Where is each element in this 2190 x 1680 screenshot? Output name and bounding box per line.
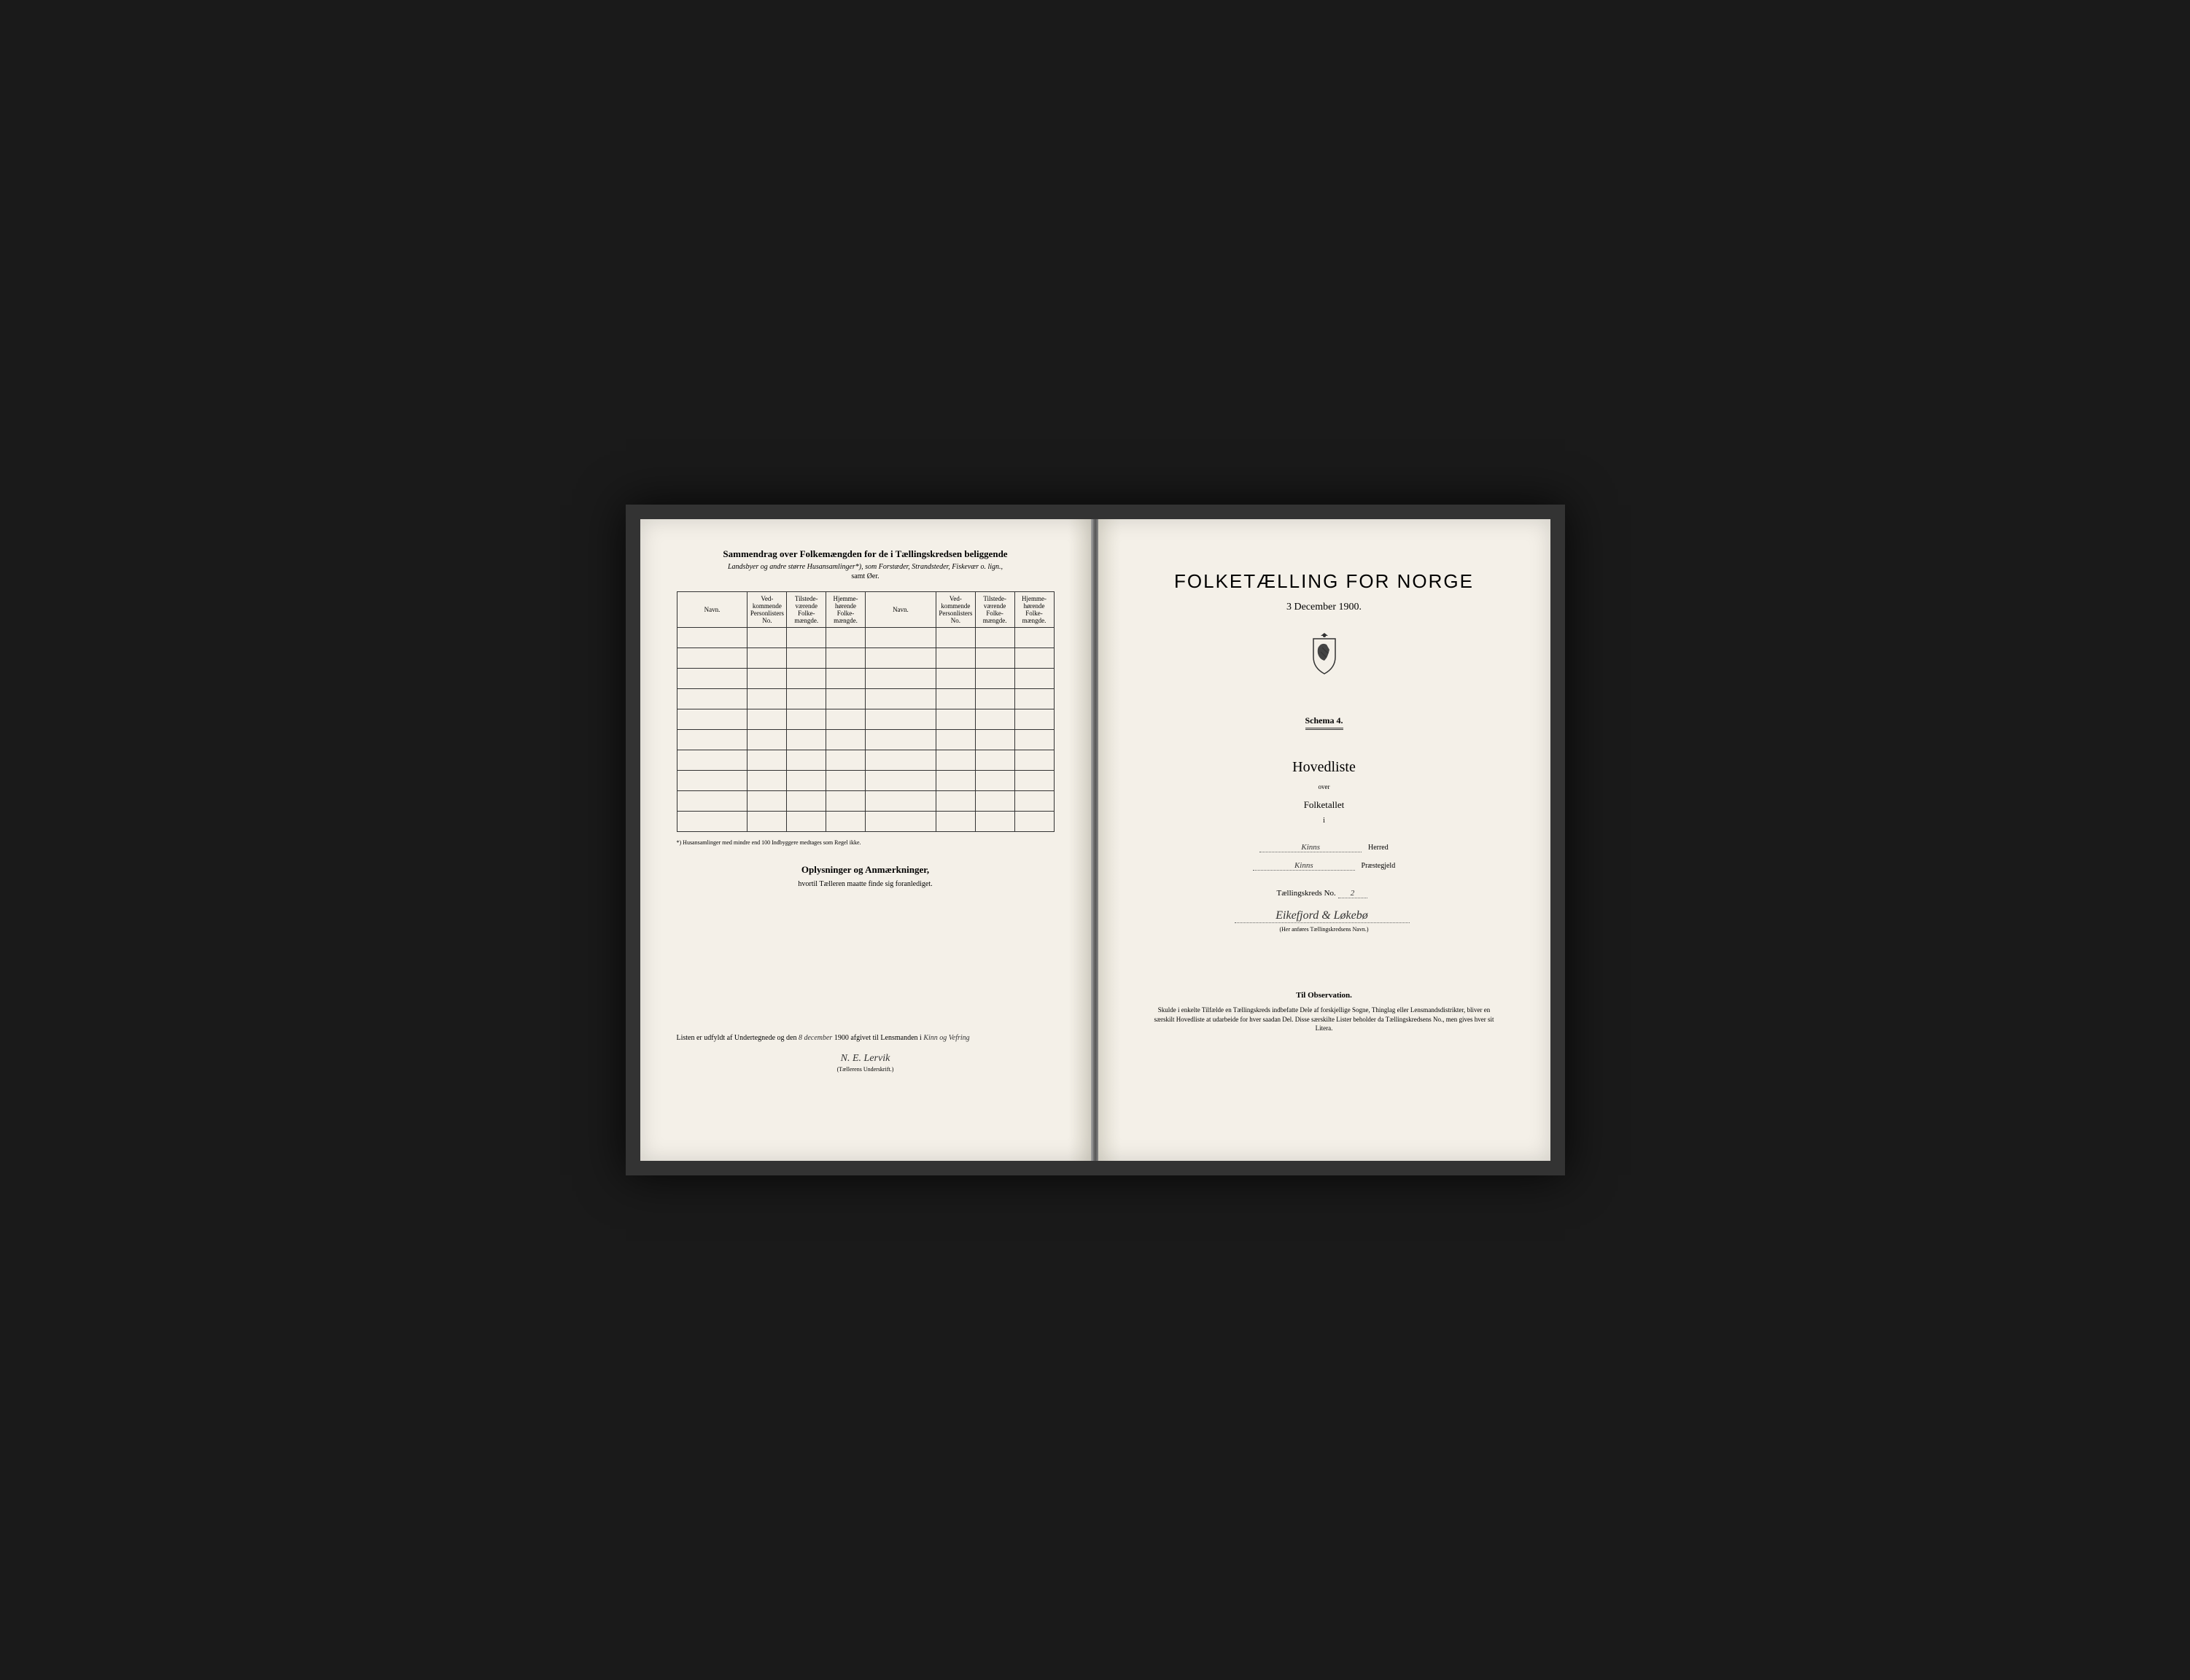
praestegjeld-label: Præstegjeld: [1362, 862, 1396, 870]
th-tilstede-2: Tilstede-værende Folke-mængde.: [975, 592, 1014, 628]
left-page-subtitle: Landsbyer og andre større Husansamlinger…: [677, 563, 1055, 571]
kreds-note: (Her anføres Tællingskredsens Navn.): [1135, 926, 1514, 933]
i-text: i: [1135, 817, 1514, 825]
signature-line: Listen er udfyldt af Undertegnede og den…: [677, 1034, 1055, 1042]
summary-table-body: [677, 628, 1054, 832]
table-footnote: *) Husansamlinger med mindre end 100 Ind…: [677, 839, 1055, 846]
th-hjemme-1: Hjemme-hørende Folke-mængde.: [826, 592, 866, 628]
book-spread: Sammendrag over Folkemængden for de i Tæ…: [626, 505, 1565, 1175]
sig-year: 1900 afgivet til Lensmanden i: [834, 1034, 922, 1042]
th-navn-2: Navn.: [865, 592, 936, 628]
oplysninger-title: Oplysninger og Anmærkninger,: [677, 864, 1055, 876]
observation-text: Skulde i enkelte Tilfælde en Tællingskre…: [1135, 1006, 1514, 1033]
herred-label: Herred: [1368, 844, 1389, 852]
th-tilstede-1: Tilstede-værende Folke-mængde.: [787, 592, 826, 628]
oplysninger-subtitle: hvortil Tælleren maatte finde sig foranl…: [677, 880, 1055, 888]
coat-of-arms-icon: [1135, 631, 1514, 679]
left-page: Sammendrag over Folkemængden for de i Tæ…: [640, 519, 1092, 1161]
kreds-no-value: 2: [1338, 889, 1367, 898]
summary-table: Navn. Ved-kommende Personlisters No. Til…: [677, 591, 1055, 832]
praestegjeld-value: Kinns: [1253, 861, 1355, 871]
herred-value: Kinns: [1259, 843, 1362, 852]
over-text: over: [1135, 783, 1514, 790]
th-vedkommende-1: Ved-kommende Personlisters No.: [748, 592, 787, 628]
observation-title: Til Observation.: [1135, 991, 1514, 1000]
signature-name: N. E. Lervik: [677, 1053, 1055, 1065]
folketallet-text: Folketallet: [1135, 799, 1514, 811]
herred-row: Kinns Herred: [1135, 843, 1514, 852]
schema-line: Schema 4.: [1305, 715, 1343, 730]
left-page-subtitle2: samt Øer.: [677, 572, 1055, 580]
date-line: 3 December 1900.: [1135, 602, 1514, 613]
sig-prefix: Listen er udfyldt af Undertegnede og den: [677, 1034, 797, 1042]
main-title: FOLKETÆLLING FOR NORGE: [1135, 570, 1514, 593]
kreds-prefix: Tællingskreds No.: [1276, 889, 1335, 898]
hovedliste-title: Hovedliste: [1135, 759, 1514, 776]
signature-label: (Tællerens Underskrift.): [677, 1066, 1055, 1073]
kreds-no-row: Tællingskreds No. 2: [1135, 889, 1514, 898]
praestegjeld-row: Kinns Præstegjeld: [1135, 861, 1514, 871]
th-vedkommende-2: Ved-kommende Personlisters No.: [936, 592, 975, 628]
left-page-title: Sammendrag over Folkemængden for de i Tæ…: [677, 548, 1055, 560]
kreds-name-row: Eikefjord & Løkebø: [1135, 909, 1514, 923]
book-spine: [1092, 519, 1098, 1161]
right-page: FOLKETÆLLING FOR NORGE 3 December 1900. …: [1098, 519, 1550, 1161]
sig-place: Kinn og Vefring: [923, 1034, 969, 1042]
th-hjemme-2: Hjemme-hørende Folke-mængde.: [1014, 592, 1054, 628]
sig-date: 8 december: [799, 1034, 832, 1042]
th-navn-1: Navn.: [677, 592, 748, 628]
kreds-name-value: Eikefjord & Løkebø: [1235, 909, 1410, 923]
